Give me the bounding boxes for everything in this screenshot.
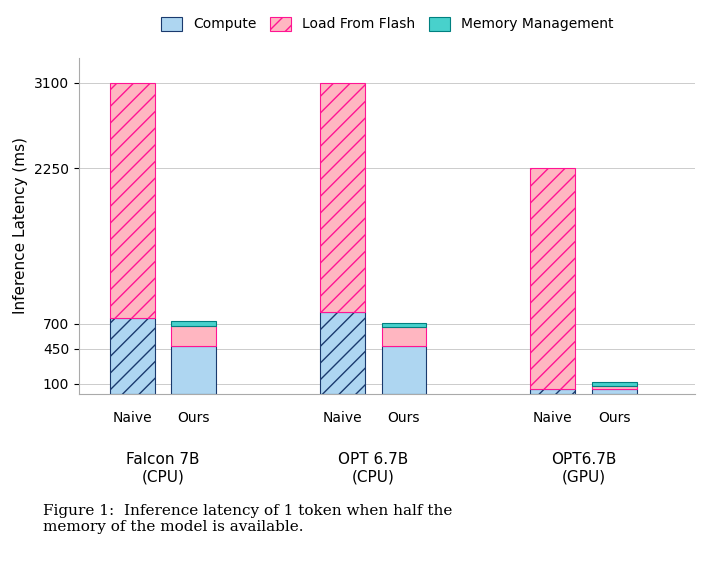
Text: Figure 1:  Inference latency of 1 token when half the
memory of the model is ava: Figure 1: Inference latency of 1 token w… [43, 504, 452, 534]
Bar [530, 168, 575, 389]
Bar [381, 323, 427, 327]
Text: Ours: Ours [598, 411, 630, 425]
Bar [592, 382, 637, 386]
Bar [381, 327, 427, 346]
Text: Naive: Naive [113, 411, 152, 425]
Y-axis label: Inference Latency (ms): Inference Latency (ms) [14, 137, 29, 314]
Bar [530, 389, 575, 394]
Text: Falcon 7B
(CPU): Falcon 7B (CPU) [126, 452, 200, 484]
Text: OPT 6.7B
(CPU): OPT 6.7B (CPU) [338, 452, 408, 484]
Text: Ours: Ours [178, 411, 210, 425]
Bar [592, 386, 637, 389]
Bar [320, 83, 365, 312]
Bar [171, 346, 217, 394]
Legend: Compute, Load From Flash, Memory Management: Compute, Load From Flash, Memory Managem… [156, 11, 619, 37]
Text: Naive: Naive [323, 411, 362, 425]
Bar [110, 317, 155, 394]
Bar [110, 83, 155, 317]
Bar [592, 389, 637, 394]
Bar [171, 325, 217, 346]
Bar [381, 346, 427, 394]
Text: Ours: Ours [388, 411, 420, 425]
Bar [320, 312, 365, 394]
Text: Naive: Naive [533, 411, 572, 425]
Text: OPT6.7B
(GPU): OPT6.7B (GPU) [551, 452, 616, 484]
Bar [171, 321, 217, 325]
